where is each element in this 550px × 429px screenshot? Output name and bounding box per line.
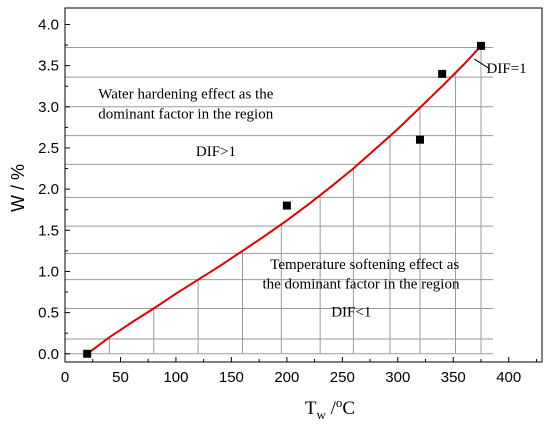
y-tick-label-7: 3.5 <box>38 58 59 75</box>
y-tick-label-2: 1.0 <box>38 263 59 280</box>
annotations: Water hardening effect as the dominant fa… <box>98 61 526 321</box>
x-axis-label: Tw /oC <box>305 395 355 422</box>
y-tick-label-0: 0.0 <box>38 346 59 363</box>
x-tick-label-8: 400 <box>496 369 521 386</box>
annotation-3: Temperature softening effect as <box>270 257 459 273</box>
annotation-0: Water hardening effect as the <box>98 87 273 103</box>
y-tick-label-1: 0.5 <box>38 305 59 322</box>
y-tick-label-4: 2.0 <box>38 181 59 198</box>
x-axis-label-base: T <box>305 398 317 419</box>
y-tick-label-8: 4.0 <box>38 16 59 33</box>
x-tick-label-2: 100 <box>163 369 188 386</box>
y-axis-label: W / % <box>8 164 28 212</box>
x-axis-label-separator: / <box>326 398 337 419</box>
data-point-3 <box>438 69 447 78</box>
x-tick-label-6: 300 <box>385 369 410 386</box>
x-axis-label-superscript: o <box>336 395 343 410</box>
data-point-0 <box>83 349 92 358</box>
x-tick-label-3: 150 <box>219 369 244 386</box>
fit-curve-layer <box>86 45 482 355</box>
annotation-4: the dominant factor in the region <box>262 277 460 293</box>
data-point-2 <box>415 135 424 144</box>
data-point-4 <box>476 41 485 50</box>
data-point-1 <box>282 201 291 210</box>
x-tick-label-7: 350 <box>441 369 466 386</box>
plot-frame <box>64 7 543 363</box>
annotation-2: DIF>1 <box>196 144 236 160</box>
dif-1-pointer-line <box>474 58 491 70</box>
y-tick-label-6: 3.0 <box>38 99 59 116</box>
x-tick-label-5: 250 <box>330 369 355 386</box>
axis-ticks <box>64 23 537 362</box>
y-tick-label-3: 1.5 <box>38 222 59 239</box>
annotation-1: dominant factor in the region <box>98 106 273 122</box>
scatter-points <box>83 41 485 358</box>
x-axis-label-unit: C <box>342 398 355 419</box>
tick-labels: 0 50 100 150 200 250 300 350 400 0.0 0.5 1.0 1.5 2.0 2… <box>38 16 521 386</box>
annotation-5: DIF<1 <box>331 305 371 321</box>
fit-curve <box>86 45 482 355</box>
x-tick-label-1: 50 <box>112 369 129 386</box>
plot-border <box>64 7 543 363</box>
x-tick-label-4: 200 <box>274 369 299 386</box>
x-axis-label-subscript: w <box>317 407 327 422</box>
x-tick-label-0: 0 <box>61 369 69 386</box>
y-tick-label-5: 2.5 <box>38 140 59 157</box>
annotation-6: DIF=1 <box>487 61 527 77</box>
guide-lines <box>65 45 493 355</box>
